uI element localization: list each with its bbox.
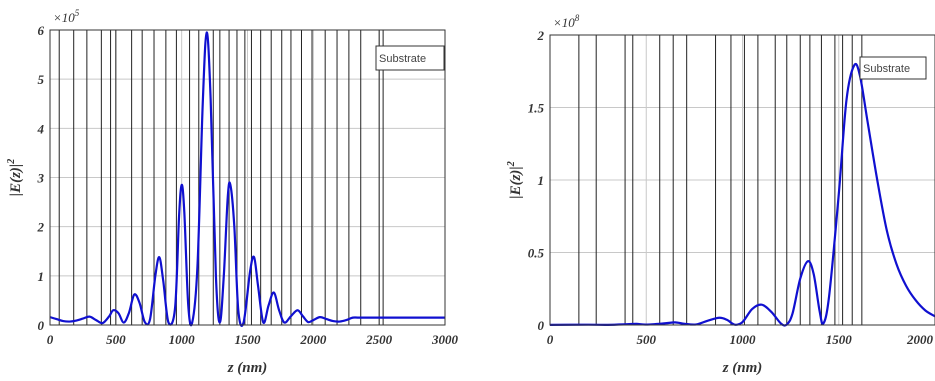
- left-y-tick-label: 3: [37, 171, 45, 186]
- left-y-tick-label: 2: [37, 220, 45, 235]
- left-x-tick-label: 0: [47, 332, 54, 347]
- right-y-multiplier: ×108: [553, 13, 580, 30]
- left-chart: 0 500 1000 1500 2000 2500 3000 0 1 2 3 4 5 6 ×105 z …: [6, 8, 459, 376]
- right-series: [549, 62, 935, 327]
- right-plot-frame: [549, 34, 935, 326]
- left-x-tick-label: 1000: [169, 332, 196, 347]
- right-y-tick-label: 0.5: [528, 246, 545, 261]
- left-y-tick-label: 5: [38, 72, 45, 87]
- right-layer-lines: [549, 35, 863, 325]
- left-grid: [49, 29, 446, 326]
- right-x-tick-label: 2000: [906, 332, 934, 347]
- left-y-tick-label: 0: [38, 318, 45, 333]
- left-y-multiplier: ×105: [53, 8, 80, 25]
- left-y-ticks: 0 1 2 3 4 5 6: [37, 23, 45, 333]
- left-x-ticks: 0 500 1000 1500 2000 2500 3000: [47, 332, 459, 347]
- left-legend: Substrate: [375, 45, 445, 71]
- right-y-tick-label: 1.5: [528, 101, 545, 116]
- left-plot-frame: [49, 29, 446, 326]
- left-legend-label: Substrate: [379, 53, 426, 65]
- right-x-ticks: 0 500 1000 1500 2000: [547, 332, 934, 347]
- left-x-tick-label: 1500: [235, 332, 262, 347]
- left-x-tick-label: 500: [106, 332, 126, 347]
- right-x-tick-label: 500: [637, 332, 657, 347]
- left-y-tick-label: 6: [38, 23, 45, 38]
- left-series: [49, 31, 445, 327]
- left-y-tick-label: 1: [38, 269, 45, 284]
- right-y-tick-label: 2: [537, 28, 545, 43]
- right-x-tick-label: 1500: [826, 332, 853, 347]
- right-y-tick-label: 1: [538, 173, 545, 188]
- left-series-line: [49, 31, 445, 327]
- right-legend: Substrate: [859, 56, 927, 80]
- left-y-tick-label: 4: [37, 121, 45, 136]
- right-chart: 0 500 1000 1500 2000 0 0.5 1 1.5 2 ×108 z (nm) |…: [506, 13, 935, 376]
- right-x-tick-label: 1000: [730, 332, 757, 347]
- right-x-axis-label: z (nm): [722, 360, 763, 376]
- right-legend-label: Substrate: [863, 63, 910, 75]
- left-x-tick-label: 3000: [431, 332, 459, 347]
- left-x-tick-label: 2000: [299, 332, 327, 347]
- left-x-axis-label: z (nm): [227, 360, 268, 376]
- right-series-line: [549, 62, 935, 327]
- left-x-tick-label: 2500: [365, 332, 393, 347]
- right-y-axis-label: |E(z)|2: [506, 161, 524, 198]
- left-y-axis-label: |E(z)|2: [6, 159, 24, 196]
- left-layer-lines: [49, 30, 384, 325]
- right-y-tick-label: 0: [538, 318, 545, 333]
- right-y-ticks: 0 0.5 1 1.5 2: [528, 28, 545, 333]
- right-x-tick-label: 0: [547, 332, 554, 347]
